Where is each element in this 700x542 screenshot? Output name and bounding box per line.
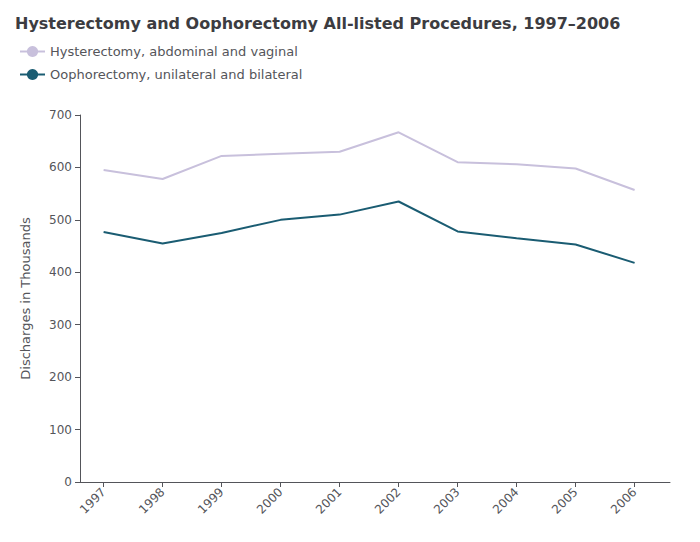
svg-text:Hysterectomy and Oophorectomy: Hysterectomy and Oophorectomy All-listed…: [15, 14, 620, 33]
svg-text:1997: 1997: [77, 485, 108, 516]
svg-text:400: 400: [49, 265, 72, 279]
svg-text:Oophorectomy, unilateral and b: Oophorectomy, unilateral and bilateral: [50, 67, 302, 82]
svg-text:2006: 2006: [608, 485, 639, 516]
svg-text:Hysterectomy, abdominal and va: Hysterectomy, abdominal and vaginal: [50, 44, 298, 59]
svg-text:700: 700: [49, 108, 72, 122]
svg-text:1999: 1999: [195, 485, 226, 516]
svg-text:2001: 2001: [313, 485, 344, 516]
svg-text:2003: 2003: [431, 485, 462, 516]
svg-text:200: 200: [49, 370, 72, 384]
svg-text:100: 100: [49, 423, 72, 437]
svg-text:2002: 2002: [372, 485, 403, 516]
svg-text:Discharges in Thousands: Discharges in Thousands: [18, 217, 33, 380]
svg-text:2005: 2005: [549, 485, 580, 516]
svg-text:2000: 2000: [254, 485, 285, 516]
svg-text:2004: 2004: [490, 485, 521, 516]
svg-text:600: 600: [49, 160, 72, 174]
svg-text:0: 0: [64, 475, 72, 489]
svg-text:1998: 1998: [136, 485, 167, 516]
svg-text:300: 300: [49, 318, 72, 332]
svg-text:500: 500: [49, 213, 72, 227]
